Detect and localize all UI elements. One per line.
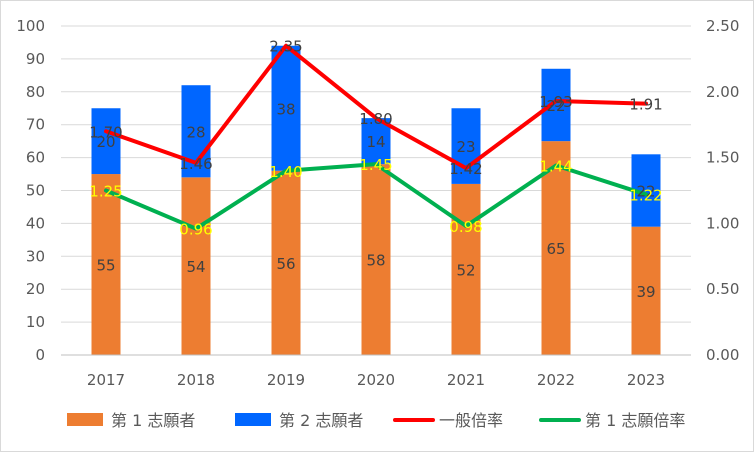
legend-label: 一般倍率 xyxy=(439,411,503,430)
bar-second-choice xyxy=(271,45,301,171)
bar-first-choice xyxy=(271,170,301,355)
y-right-tick-label: 2.50 xyxy=(706,17,739,35)
y-left-tick-label: 100 xyxy=(16,17,45,35)
y-right-tick-label: 1.00 xyxy=(706,214,739,232)
legend-label: 第 1 志願倍率 xyxy=(585,411,685,430)
bar-first-choice xyxy=(451,183,481,355)
line-label-first-choice-ratio: 1.22 xyxy=(629,186,662,204)
lines xyxy=(104,43,648,231)
x-tick-label: 2022 xyxy=(537,371,575,389)
y-left-tick-label: 50 xyxy=(26,182,45,200)
bar-label-first-choice: 55 xyxy=(96,257,115,275)
bar-second-choice xyxy=(91,108,121,175)
legend: 第 1 志願者 第 2 志願者 一般倍率 第 1 志願倍率 xyxy=(67,411,685,430)
x-tick-label: 2018 xyxy=(177,371,215,389)
bar-label-first-choice: 39 xyxy=(636,283,655,301)
bar-label-first-choice: 58 xyxy=(366,252,385,270)
x-tick-label: 2023 xyxy=(627,371,665,389)
line-label-first-choice-ratio: 0.96 xyxy=(179,221,212,239)
y-left-tick-label: 90 xyxy=(26,50,45,68)
x-tick-label: 2019 xyxy=(267,371,305,389)
line-label-first-choice-ratio: 1.44 xyxy=(539,157,572,175)
legend-label: 第 2 志願者 xyxy=(279,411,363,430)
line-label-general-ratio: 1.46 xyxy=(179,155,212,173)
y-right-tick-label: 0.00 xyxy=(706,346,739,364)
bar-second-choice xyxy=(451,108,481,184)
line-label-general-ratio: 2.35 xyxy=(269,38,302,56)
y-left-tick-label: 20 xyxy=(26,280,45,298)
bar-second-choice xyxy=(361,118,391,165)
bar-second-choice xyxy=(541,68,571,142)
x-tick-label: 2017 xyxy=(87,371,125,389)
line-label-general-ratio: 1.91 xyxy=(629,96,662,114)
legend-label: 第 1 志願者 xyxy=(111,411,195,430)
bar-label-first-choice: 65 xyxy=(546,240,565,258)
y-right-tick-label: 1.50 xyxy=(706,149,739,167)
legend-item: 第 1 志願倍率 xyxy=(539,411,685,430)
line-label-first-choice-ratio: 1.25 xyxy=(89,183,122,201)
y-right-tick-label: 0.50 xyxy=(706,280,739,298)
bar-label-second-choice: 38 xyxy=(276,100,295,118)
y-left-tick-label: 60 xyxy=(26,149,45,167)
axes: 0 10 20 30 40 50 60 70 80 90 100 0.00 0.50 1.00 1.50 2.… xyxy=(16,17,739,389)
line-label-first-choice-ratio: 0.98 xyxy=(449,218,482,236)
line-label-general-ratio: 1.42 xyxy=(449,160,482,178)
y-left-tick-label: 30 xyxy=(26,247,45,265)
legend-swatch xyxy=(235,413,271,426)
bar-label-second-choice: 14 xyxy=(366,133,385,151)
bar-first-choice xyxy=(541,141,571,355)
legend-item: 第 2 志願者 xyxy=(235,411,363,430)
y-right-tick-label: 2.00 xyxy=(706,83,739,101)
bar-first-choice xyxy=(181,177,211,355)
y-left-tick-label: 40 xyxy=(26,214,45,232)
bar-label-second-choice: 22 xyxy=(636,183,655,201)
x-tick-label: 2021 xyxy=(447,371,485,389)
y-left-tick-label: 0 xyxy=(35,346,45,364)
bar-label-first-choice: 52 xyxy=(456,261,475,279)
bar-first-choice xyxy=(631,226,661,355)
data-labels: 55 20 54 28 56 38 58 14 52 23 65 22 39 22 1.70 1.46 2.35… xyxy=(89,38,662,301)
line-label-general-ratio: 1.93 xyxy=(539,93,572,111)
line-label-first-choice-ratio: 1.40 xyxy=(269,163,302,181)
line-label-first-choice-ratio: 1.45 xyxy=(359,156,392,174)
legend-item: 第 1 志願者 xyxy=(67,411,195,430)
line-first-choice-ratio xyxy=(104,162,648,231)
line-label-general-ratio: 1.70 xyxy=(89,123,122,141)
line-general-ratio xyxy=(104,43,648,171)
bar-label-second-choice: 23 xyxy=(456,138,475,156)
bar-label-second-choice: 22 xyxy=(546,97,565,115)
bar-label-first-choice: 54 xyxy=(186,258,205,276)
bar-label-second-choice: 20 xyxy=(96,133,115,151)
y-left-tick-label: 10 xyxy=(26,313,45,331)
bar-label-first-choice: 56 xyxy=(276,255,295,273)
bar-first-choice xyxy=(91,174,121,355)
x-tick-label: 2020 xyxy=(357,371,395,389)
legend-item: 一般倍率 xyxy=(393,411,503,430)
y-left-tick-label: 70 xyxy=(26,116,45,134)
line-label-general-ratio: 1.80 xyxy=(359,110,392,128)
bar-first-choice xyxy=(361,164,391,355)
bar-label-second-choice: 28 xyxy=(186,123,205,141)
bars xyxy=(91,45,661,355)
legend-swatch xyxy=(67,413,103,426)
y-left-tick-label: 80 xyxy=(26,83,45,101)
